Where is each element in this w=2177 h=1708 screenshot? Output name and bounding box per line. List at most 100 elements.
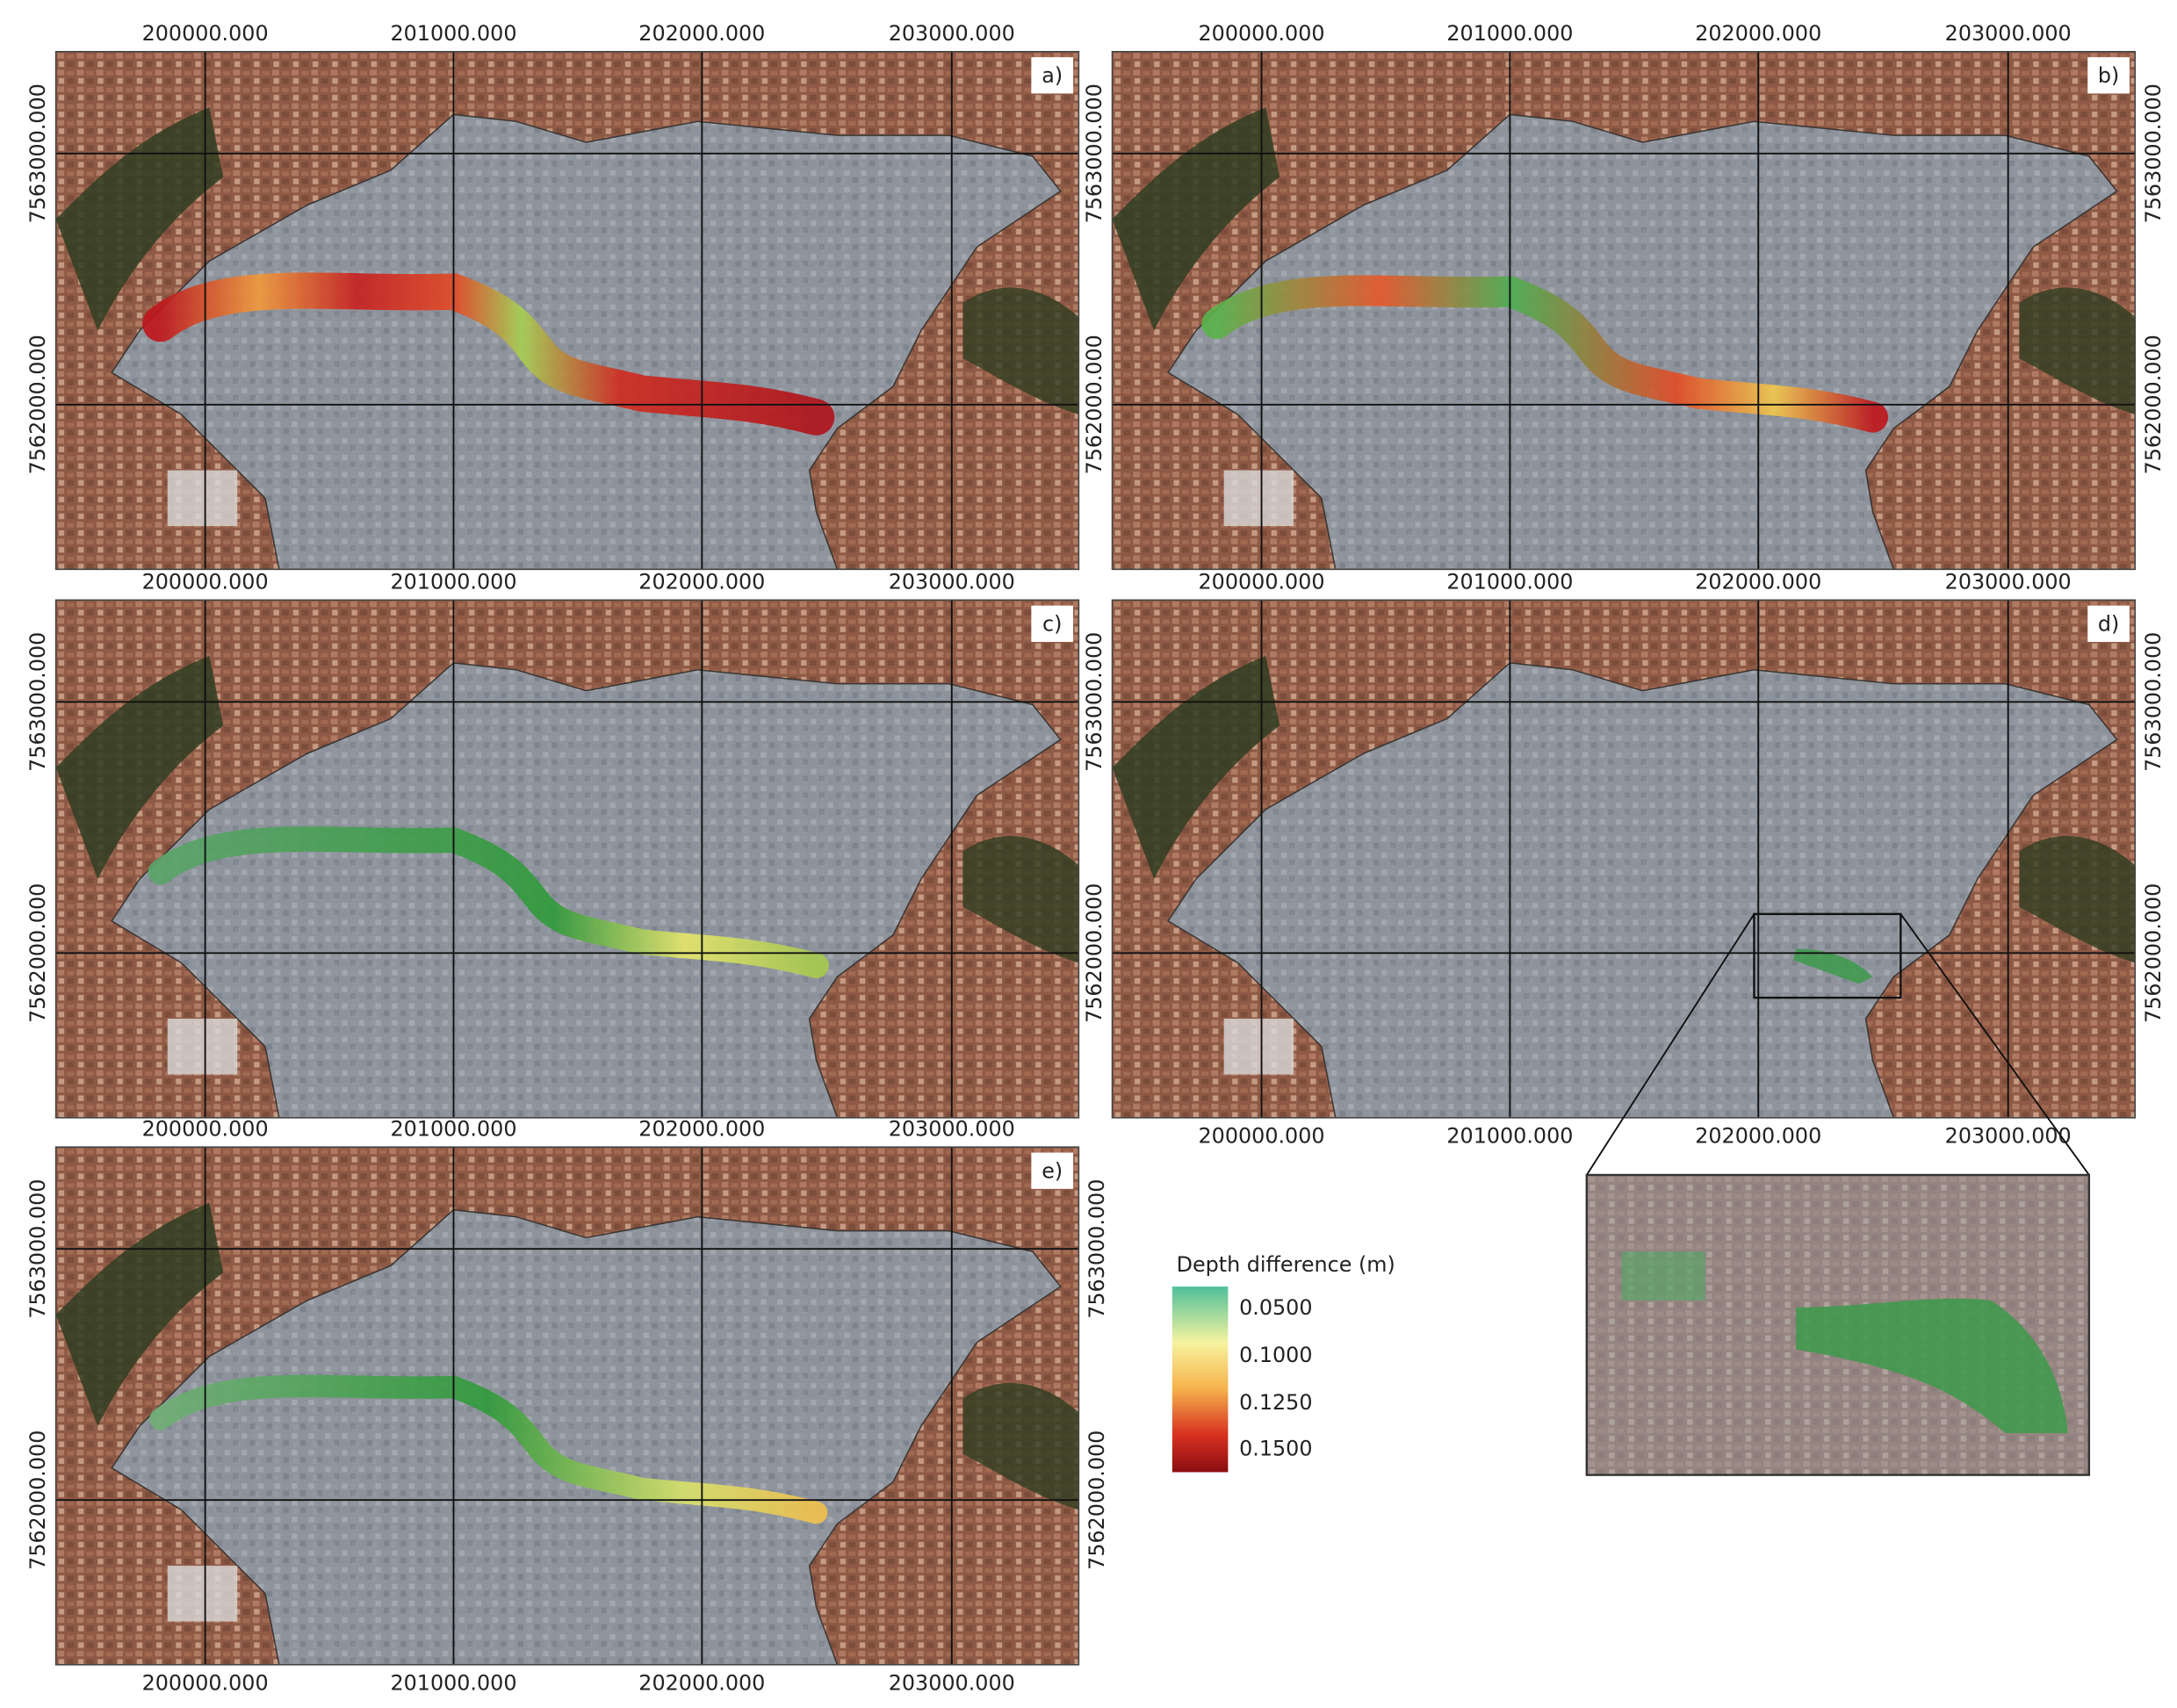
y-coordinate-label: 7563000.000 bbox=[1082, 83, 1107, 223]
depth-difference-area bbox=[148, 826, 829, 978]
y-coordinate-label: 7562000.000 bbox=[25, 335, 50, 474]
panel-frame bbox=[54, 599, 1080, 1119]
depth-difference-area bbox=[149, 1374, 828, 1524]
y-coordinate-label: 7563000.000 bbox=[1085, 1179, 1109, 1319]
map-panel: b) 200000.000 201000.000 202000.000 203000.0… bbox=[1082, 21, 2166, 571]
legend-color-bar bbox=[1171, 1286, 1229, 1473]
depth-difference-area bbox=[1792, 948, 1873, 984]
legend-title: Depth difference (m) bbox=[1177, 1252, 1395, 1277]
x-coordinate-label: 200000.000 bbox=[1199, 21, 1325, 46]
y-coordinate-label: 7562000.000 bbox=[25, 1431, 50, 1570]
panel-label-box bbox=[2087, 57, 2130, 94]
map-panel: c) 200000.000 201000.000 202000.000 203000.0… bbox=[25, 570, 1080, 1119]
map-image bbox=[55, 51, 1079, 570]
x-coordinate-label: 201000.000 bbox=[390, 1117, 516, 1142]
y-coordinate-label: 7563000.000 bbox=[25, 632, 50, 772]
x-coordinate-label: 203000.000 bbox=[1945, 570, 2072, 595]
x-coordinate-label: 202000.000 bbox=[638, 570, 765, 595]
depth-difference-area bbox=[142, 272, 835, 436]
x-coordinate-label: 201000.000 bbox=[390, 570, 516, 595]
legend-label: 0.1000 bbox=[1239, 1343, 1312, 1367]
x-coordinate-label: 201000.000 bbox=[1446, 570, 1573, 595]
x-coordinate-label: 201000.000 bbox=[390, 1670, 516, 1695]
panel-label: d) bbox=[2098, 611, 2119, 636]
vegetation bbox=[2019, 835, 2136, 963]
zoom-connector bbox=[1585, 913, 1755, 1176]
panel-label: c) bbox=[1042, 611, 1062, 636]
map-panel: d) 200000.000 200000.000 201000.000 201000.0… bbox=[1082, 570, 2166, 1149]
x-coordinate-label: 201000.000 bbox=[1446, 1124, 1573, 1149]
x-coordinate-label: 202000.000 bbox=[1695, 21, 1821, 46]
panel-frame bbox=[54, 1146, 1080, 1666]
legend-label: 0.0500 bbox=[1239, 1295, 1312, 1320]
x-coordinate-label: 200000.000 bbox=[142, 1670, 269, 1695]
x-coordinate-label: 202000.000 bbox=[638, 1117, 765, 1142]
x-coordinate-label: 202000.000 bbox=[638, 1670, 765, 1695]
vegetation bbox=[1112, 655, 1280, 880]
x-coordinate-label: 203000.000 bbox=[889, 1117, 1015, 1142]
building-block bbox=[167, 1019, 238, 1075]
building-block bbox=[167, 470, 238, 527]
y-coordinate-label: 7563000.000 bbox=[2141, 632, 2166, 772]
x-coordinate-label: 203000.000 bbox=[889, 570, 1015, 595]
panel-label-box bbox=[1031, 605, 1074, 642]
panel-label-box bbox=[1031, 1152, 1074, 1189]
y-coordinate-label: 7562000.000 bbox=[1082, 883, 1107, 1023]
x-coordinate-label: 203000.000 bbox=[889, 21, 1015, 46]
y-coordinate-label: 7563000.000 bbox=[25, 83, 50, 223]
y-coordinate-label: 7562000.000 bbox=[2141, 335, 2166, 474]
y-coordinate-label: 7562000.000 bbox=[1082, 335, 1107, 474]
x-coordinate-label: 200000.000 bbox=[142, 1117, 269, 1142]
legend-label: 0.1250 bbox=[1239, 1390, 1312, 1415]
y-coordinate-label: 7563000.000 bbox=[1082, 632, 1107, 772]
panel-label: b) bbox=[2098, 63, 2119, 88]
panel-label: e) bbox=[1042, 1158, 1063, 1183]
legend: Depth difference (m) 0.0500 0.1000 0.1250 0.… bbox=[1171, 1252, 1395, 1473]
vegetation bbox=[1112, 107, 1280, 331]
vegetation bbox=[962, 287, 1079, 414]
catchment-area bbox=[111, 1208, 1062, 1665]
x-coordinate-label: 202000.000 bbox=[638, 21, 765, 46]
x-coordinate-label: 200000.000 bbox=[142, 570, 269, 595]
catchment-area bbox=[111, 113, 1062, 570]
y-coordinate-label: 7562000.000 bbox=[2141, 883, 2166, 1023]
x-coordinate-label: 200000.000 bbox=[1199, 1124, 1325, 1149]
map-panel: e) 200000.000 200000.000 201000.000 201000.0… bbox=[25, 1117, 1109, 1696]
zoom-connector bbox=[1899, 913, 2090, 1176]
map-image bbox=[55, 1147, 1079, 1665]
inset-image bbox=[1586, 1174, 2089, 1475]
map-image bbox=[1112, 600, 2136, 1118]
vegetation bbox=[962, 1382, 1079, 1510]
map-image bbox=[55, 600, 1079, 1118]
y-coordinate-label: 7562000.000 bbox=[1085, 1431, 1109, 1570]
zoom-box bbox=[1753, 912, 1902, 999]
x-coordinate-label: 201000.000 bbox=[1446, 21, 1573, 46]
panel-label-box bbox=[1031, 57, 1074, 94]
panel-frame bbox=[54, 51, 1080, 571]
y-coordinate-label: 7563000.000 bbox=[2141, 83, 2166, 223]
building-block bbox=[167, 1565, 238, 1622]
catchment-area bbox=[1166, 661, 2118, 1118]
inset-map bbox=[1585, 1173, 2091, 1476]
catchment-area bbox=[111, 661, 1062, 1118]
x-coordinate-label: 200000.000 bbox=[142, 21, 269, 46]
x-coordinate-label: 203000.000 bbox=[1945, 1124, 2072, 1149]
vegetation bbox=[55, 107, 224, 331]
x-coordinate-label: 200000.000 bbox=[1199, 570, 1325, 595]
x-coordinate-label: 203000.000 bbox=[889, 1670, 1015, 1695]
x-coordinate-label: 201000.000 bbox=[390, 21, 516, 46]
panel-frame bbox=[1111, 51, 2137, 571]
map-panel: a) 200000.000 201000.000 202000.000 203000.0… bbox=[25, 21, 1080, 571]
depth-difference-area bbox=[1621, 1251, 1705, 1301]
depth-difference-area bbox=[1201, 275, 1889, 433]
x-coordinate-label: 202000.000 bbox=[1695, 1124, 1821, 1149]
catchment-area bbox=[1166, 113, 2118, 570]
building-block bbox=[1223, 470, 1294, 527]
y-coordinate-label: 7562000.000 bbox=[25, 883, 50, 1023]
vegetation bbox=[2019, 287, 2136, 414]
vegetation bbox=[55, 1202, 224, 1427]
vegetation bbox=[55, 655, 224, 880]
legend-label: 0.1500 bbox=[1239, 1437, 1312, 1461]
